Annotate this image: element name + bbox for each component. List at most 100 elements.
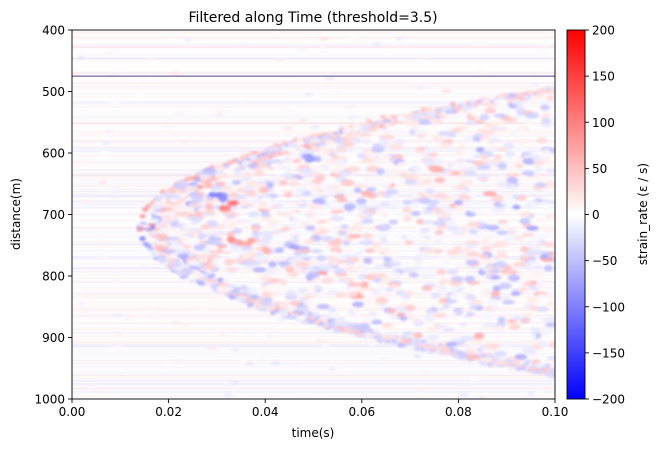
wavefield-patch xyxy=(245,191,257,197)
wavefield-patch xyxy=(496,147,508,152)
wavefield-patch xyxy=(340,327,354,335)
wavefield-patch xyxy=(446,163,455,167)
wavefield-patch xyxy=(464,275,475,283)
wavefield-patch xyxy=(527,350,537,355)
trace-streak xyxy=(72,330,555,332)
trace-streak xyxy=(72,34,555,36)
wavefield-patch xyxy=(333,328,340,334)
wavefield-patch xyxy=(165,37,176,42)
wavefield-patch xyxy=(329,311,339,319)
wavefield-patch xyxy=(147,57,156,61)
wavefield-patch xyxy=(523,106,533,110)
wavefield-patch xyxy=(433,239,442,243)
wavefield-patch xyxy=(455,264,467,270)
wavefield-patch xyxy=(484,107,496,114)
wavefield-patch xyxy=(522,154,531,159)
wavefield-patches xyxy=(72,31,555,399)
wavefield-patch xyxy=(238,271,247,276)
wavefield-patch xyxy=(237,198,248,206)
trace-streak xyxy=(72,398,555,399)
wavefield-patch xyxy=(541,117,551,125)
wavefield-patch xyxy=(433,192,447,199)
wavefield-patch xyxy=(113,261,124,266)
wavefield-patch xyxy=(403,268,414,273)
wavefield-patch xyxy=(378,140,391,147)
wavefield-patch xyxy=(247,162,259,169)
wavefield-patch xyxy=(366,127,377,132)
wavefield-patch xyxy=(155,212,167,216)
trace-streak xyxy=(72,106,555,108)
trace-streak xyxy=(72,359,555,362)
wavefield-patch xyxy=(399,315,408,321)
wavefield-patch xyxy=(527,392,535,396)
wavefield-patch xyxy=(328,240,341,246)
wavefield-patch xyxy=(526,225,539,231)
colorbar-tick-label: 150 xyxy=(592,70,615,84)
wavefield-patch xyxy=(441,173,450,177)
wavefield-patch xyxy=(487,362,494,368)
wavefield-patch xyxy=(428,118,439,122)
trace-streak xyxy=(72,339,555,342)
trace-streak xyxy=(72,30,555,32)
trace-streak xyxy=(72,393,555,396)
wavefield-patch xyxy=(458,195,472,201)
wavefield-patch xyxy=(522,290,532,294)
trace-streak xyxy=(72,387,555,389)
wavefield-patch xyxy=(402,199,413,205)
wavefield-patch xyxy=(197,184,204,190)
wavefield-patch xyxy=(411,210,421,217)
wavefield-patch xyxy=(139,263,150,268)
wavefield-patch xyxy=(281,211,293,217)
wavefield-patch xyxy=(336,90,343,95)
x-tick-label: 0.08 xyxy=(445,405,472,419)
trace-streak xyxy=(72,80,555,82)
wavefield-patch xyxy=(184,38,192,43)
wavefield-patch xyxy=(258,200,267,206)
trace-streak xyxy=(72,327,555,330)
wavefield-patch xyxy=(278,105,291,109)
wavefield-patch xyxy=(474,119,486,125)
trace-streak xyxy=(72,82,555,85)
wavefield-patch xyxy=(545,168,555,174)
wavefield-patch xyxy=(503,128,513,134)
wavefield-patch xyxy=(216,333,228,337)
wavefield-patch xyxy=(187,215,200,221)
wavefield-patch xyxy=(507,228,516,236)
wavefield-patch xyxy=(459,148,474,155)
wavefield-patch xyxy=(480,245,492,253)
y-axis-label: distance(m) xyxy=(9,178,23,250)
wavefield-patch xyxy=(233,238,243,245)
wavefield-patch xyxy=(490,194,504,202)
wavefield-patch xyxy=(246,237,256,244)
wavefield-patch xyxy=(530,201,541,207)
y-tick-label: 1000 xyxy=(34,393,65,407)
wavefield-patch xyxy=(272,31,281,36)
wavefield-patch xyxy=(525,111,539,119)
wavefield-patch xyxy=(154,244,166,252)
wavefield-patch xyxy=(447,331,461,336)
wavefield-patch xyxy=(247,211,260,218)
wavefield-patch xyxy=(505,183,518,191)
trace-streak xyxy=(72,122,555,124)
trace-streak xyxy=(72,391,555,393)
trace-streak xyxy=(72,184,555,186)
wavefield-patch xyxy=(507,274,520,282)
wavefield-patch xyxy=(481,130,494,136)
wavefield-patch xyxy=(347,290,358,298)
wavefield-patch xyxy=(459,335,474,342)
wavefield-patch xyxy=(457,393,470,397)
wavefield-patch xyxy=(214,163,224,171)
wavefield-patch xyxy=(379,212,389,218)
wavefield-patch xyxy=(415,388,423,393)
wavefield-patch xyxy=(171,320,182,325)
wavefield-patch xyxy=(454,199,463,206)
wavefield-patch xyxy=(310,137,321,143)
trace-streak xyxy=(72,51,555,54)
wavefield-patch xyxy=(110,100,119,105)
wavefield-patch xyxy=(390,283,399,290)
wavefield-patch xyxy=(475,70,486,75)
wavefield-patch xyxy=(406,233,418,240)
wavefield-patch xyxy=(506,319,518,324)
wavefield-patch xyxy=(313,166,325,172)
wavefield-patch xyxy=(240,249,250,256)
